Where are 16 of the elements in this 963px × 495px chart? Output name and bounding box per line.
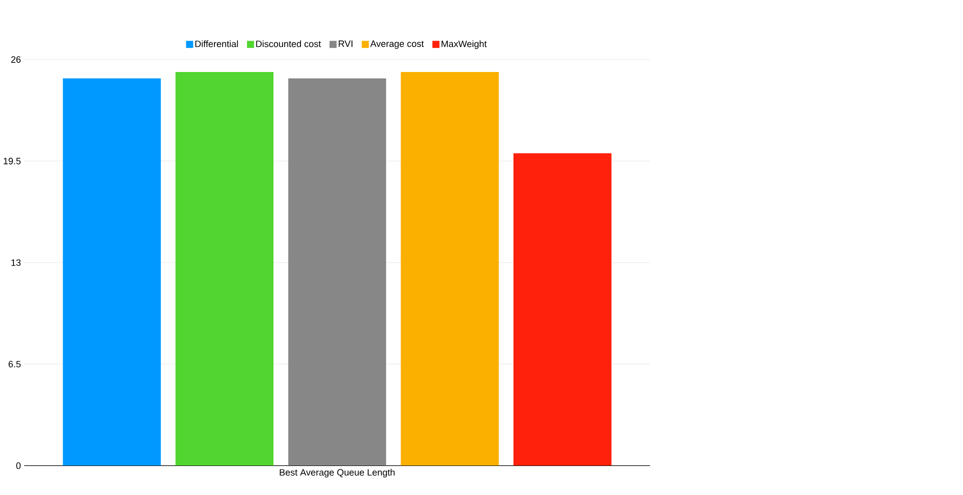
y-tick-label: 19.5 (4, 158, 21, 164)
bar (513, 153, 612, 466)
y-tick-label: 0 (16, 462, 21, 470)
legend-label: MaxWeight (442, 40, 487, 50)
legend-label: RVI (338, 40, 352, 48)
legend-label: Differential (195, 40, 238, 48)
y-tick-label: 26 (11, 56, 21, 63)
legend-label: Discounted cost (256, 40, 321, 48)
bar (62, 78, 161, 466)
bar (288, 78, 386, 466)
bar (175, 72, 274, 466)
bar (400, 72, 499, 466)
legend-label: Average cost (370, 40, 424, 49)
y-tick-label: 13 (11, 259, 21, 266)
x-tick-label: Best Average Queue Length (280, 469, 395, 478)
y-tick-label: 6.5 (8, 361, 21, 368)
